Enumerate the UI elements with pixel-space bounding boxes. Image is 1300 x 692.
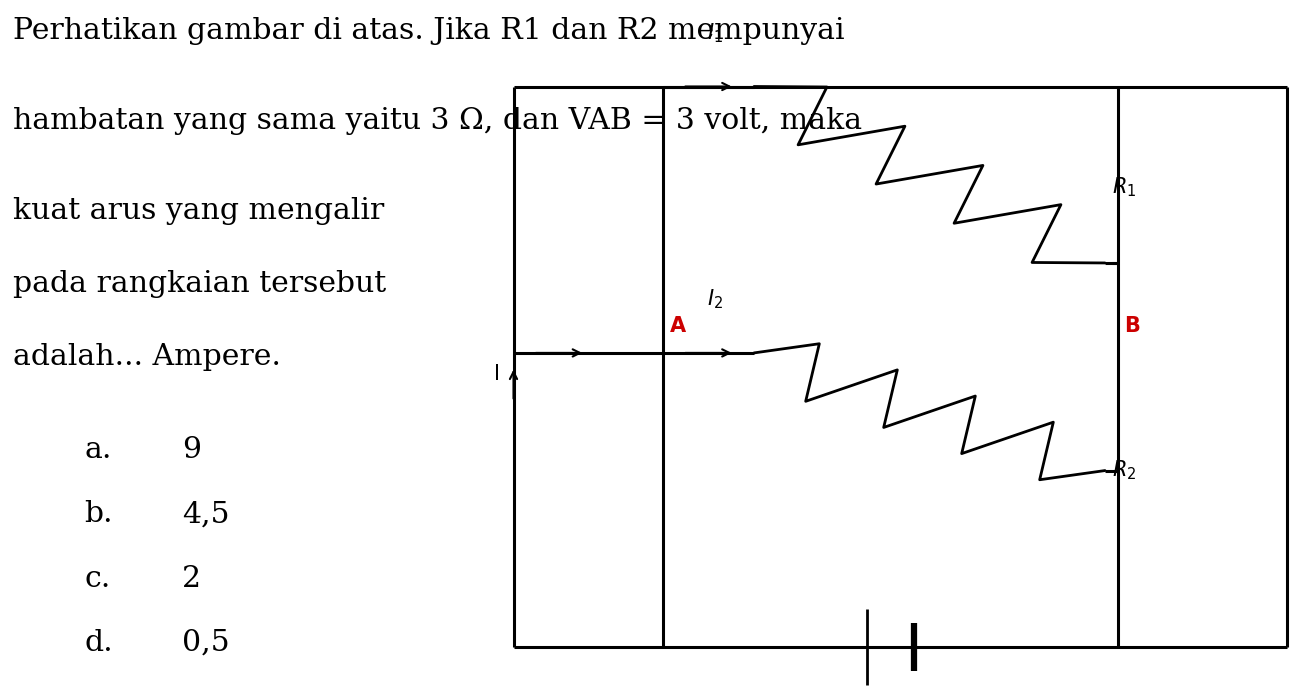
- Text: b.: b.: [84, 500, 113, 528]
- Text: hambatan yang sama yaitu 3 Ω, dan VAB = 3 volt, maka: hambatan yang sama yaitu 3 Ω, dan VAB = …: [13, 107, 862, 135]
- Text: I: I: [494, 364, 500, 383]
- Text: a.: a.: [84, 436, 112, 464]
- Text: Perhatikan gambar di atas. Jika R1 dan R2 mempunyai: Perhatikan gambar di atas. Jika R1 dan R…: [13, 17, 845, 45]
- Text: $R_1$: $R_1$: [1112, 175, 1136, 199]
- Text: $I_1$: $I_1$: [707, 21, 723, 45]
- Text: 4,5: 4,5: [182, 500, 230, 528]
- Text: 2: 2: [182, 565, 202, 592]
- Text: A: A: [670, 316, 685, 336]
- Text: adalah... Ampere.: adalah... Ampere.: [13, 343, 281, 370]
- Text: 9: 9: [182, 436, 202, 464]
- Text: $R_2$: $R_2$: [1112, 459, 1136, 482]
- Text: 0,5: 0,5: [182, 629, 230, 657]
- Text: B: B: [1124, 316, 1140, 336]
- Text: pada rangkaian tersebut: pada rangkaian tersebut: [13, 270, 386, 298]
- Text: d.: d.: [84, 629, 113, 657]
- Text: kuat arus yang mengalir: kuat arus yang mengalir: [13, 197, 385, 225]
- Text: c.: c.: [84, 565, 110, 592]
- Text: $I_2$: $I_2$: [707, 288, 723, 311]
